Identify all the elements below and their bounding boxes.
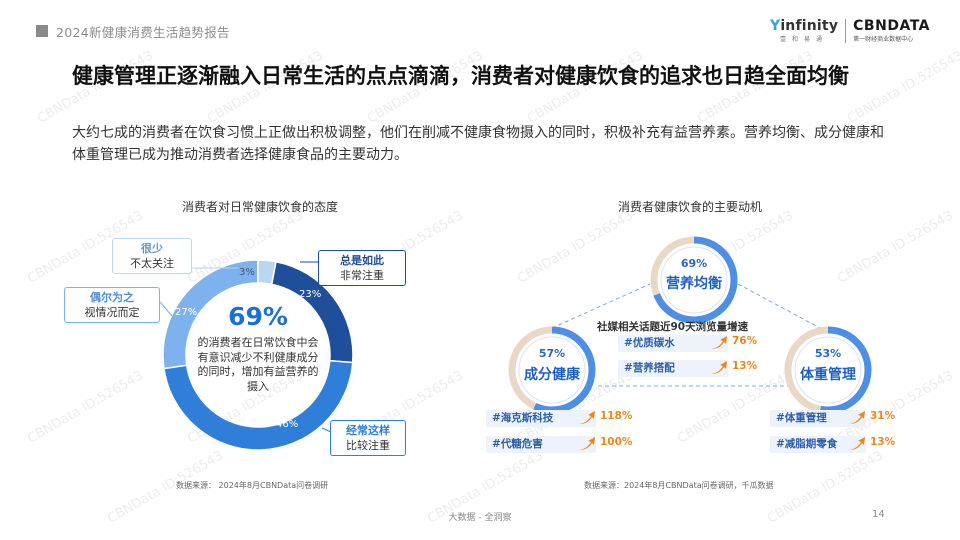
legend-rarely-label: 很少 (141, 242, 163, 255)
tag-sweetener-harm-growth: 100% (600, 436, 633, 448)
legend-sometimes-sub: 视情况而定 (84, 306, 140, 319)
growth-arrow-icon (849, 411, 865, 424)
legend-always-label: 总是如此 (340, 254, 384, 267)
report-header: 2024新健康消费生活趋势报告 (36, 22, 230, 40)
infinity-logo-name: infinity (780, 18, 839, 34)
donut-center-value: 69% (228, 302, 288, 331)
legend-sometimes-label: 偶尔为之 (90, 291, 134, 304)
infinity-logo-mark: Y (769, 18, 781, 34)
report-name: 2024新健康消费生活趋势报告 (56, 24, 230, 40)
tag-nutrition-mix-growth: 13% (732, 360, 758, 372)
motive-label-weight: 体重管理 (800, 367, 856, 383)
triangle-edge-left (551, 283, 651, 329)
motive-label-balance: 营养均衡 (666, 276, 722, 292)
legend-often-label: 经常这样 (346, 424, 390, 437)
left-source-note: 数据来源： 2024年8月CBNData问卷调研 (176, 481, 329, 490)
logo-divider (845, 18, 847, 43)
page-number: 14 (872, 509, 885, 520)
cbndata-logo-name: CBNDATA (853, 18, 930, 34)
ring-balance-progress (650, 236, 738, 324)
growth-arrow-icon (579, 411, 595, 424)
logo-group: Yinfinity 壹 和 易 通 CBNDATA 第一财经商业数据中心 (770, 18, 930, 43)
tag-nutrition-mix: #营养搭配 (618, 360, 728, 377)
cbndata-logo: CBNDATA 第一财经商业数据中心 (853, 18, 930, 43)
legend-rarely-sub: 不太关注 (130, 257, 174, 270)
infinity-logo: Yinfinity 壹 和 易 通 (770, 18, 838, 43)
tag-weight-mgmt-growth: 31% (870, 410, 896, 422)
legend-always-sub: 非常注重 (340, 269, 384, 282)
tag-hex-tech-label: #海克斯科技 (492, 412, 554, 424)
tag-weight-mgmt-label: #体重管理 (776, 412, 827, 424)
ring-ingredient-inner (518, 336, 586, 404)
segment-label-always: 23% (299, 289, 322, 300)
right-chart-title: 消费者健康饮食的主要动机 (617, 200, 762, 214)
cbndata-logo-sub: 第一财经商业数据中心 (853, 36, 914, 43)
tag-weight-mgmt: #体重管理 (770, 410, 866, 427)
donut-center-text: 的消费者在日常饮食中会有意识减少不利健康成分的同时，增加有益营养的摄入 (197, 336, 319, 393)
slice-often (163, 359, 354, 451)
motive-pct-weight: 53% (814, 347, 842, 360)
growth-arrow-icon (849, 437, 865, 450)
infinity-logo-sub: 壹 和 易 通 (779, 36, 822, 43)
segment-label-often: 46% (276, 419, 299, 430)
page-title: 健康管理正逐渐融入日常生活的点点滴滴，消费者对健康饮食的追求也日趋全面均衡 (72, 64, 849, 88)
tag-hex-tech-growth: 118% (600, 410, 633, 422)
triangle-edge-right (737, 283, 821, 329)
footer-text: 大数据 - 全洞察 (448, 513, 512, 523)
callout-line-sometimes (159, 301, 173, 317)
ring-weight-inner (794, 336, 862, 404)
tag-nutrition-mix-label: #营养搭配 (624, 362, 675, 374)
header-square-icon (36, 25, 48, 37)
segment-label-sometimes: 27% (175, 307, 198, 318)
legend-rarely: 很少 不太关注 (112, 238, 192, 274)
motive-pct-ingredient: 57% (538, 347, 566, 360)
attitude-donut-chart (162, 259, 354, 451)
motive-triangle (551, 283, 821, 387)
right-source-note: 数据来源：2024年8月CBNData问卷调研，千瓜数据 (584, 481, 774, 490)
motive-pct-balance: 69% (680, 257, 708, 270)
tag-sweetener-harm: #代糖危害 (486, 436, 596, 453)
growth-subtitle: 社媒相关话题近90天浏览量增速 (597, 321, 749, 333)
ring-balance-inner (660, 246, 728, 314)
intro-paragraph: 大约七成的消费者在饮食习惯上正做出积极调整，他们在削减不健康食物摄入的同时，积极… (72, 125, 884, 163)
tag-quality-carb: #优质碳水 (618, 335, 728, 352)
legend-sometimes: 偶尔为之 视情况而定 (64, 287, 160, 323)
growth-arrow-icon (579, 437, 595, 450)
segment-label-rarely: 3% (239, 267, 255, 278)
growth-arrow-icon (711, 361, 727, 374)
tag-quality-carb-growth: 76% (732, 335, 758, 347)
tag-sweetener-harm-label: #代糖危害 (492, 438, 543, 450)
growth-arrow-icon (711, 336, 727, 349)
legend-often-sub: 比较注重 (346, 439, 390, 452)
legend-often: 经常这样 比较注重 (330, 420, 406, 456)
slice-rarely (257, 259, 277, 286)
left-chart-title: 消费者对日常健康饮食的态度 (181, 200, 338, 214)
motive-label-ingredient: 成分健康 (524, 367, 580, 383)
tag-diet-snack-label: #减脂期零食 (776, 438, 838, 450)
tag-hex-tech: #海克斯科技 (486, 410, 596, 427)
legend-always: 总是如此 非常注重 (318, 250, 406, 286)
tag-diet-snack: #减脂期零食 (770, 436, 866, 453)
tag-quality-carb-label: #优质碳水 (624, 337, 675, 349)
tag-diet-snack-growth: 13% (870, 436, 896, 448)
